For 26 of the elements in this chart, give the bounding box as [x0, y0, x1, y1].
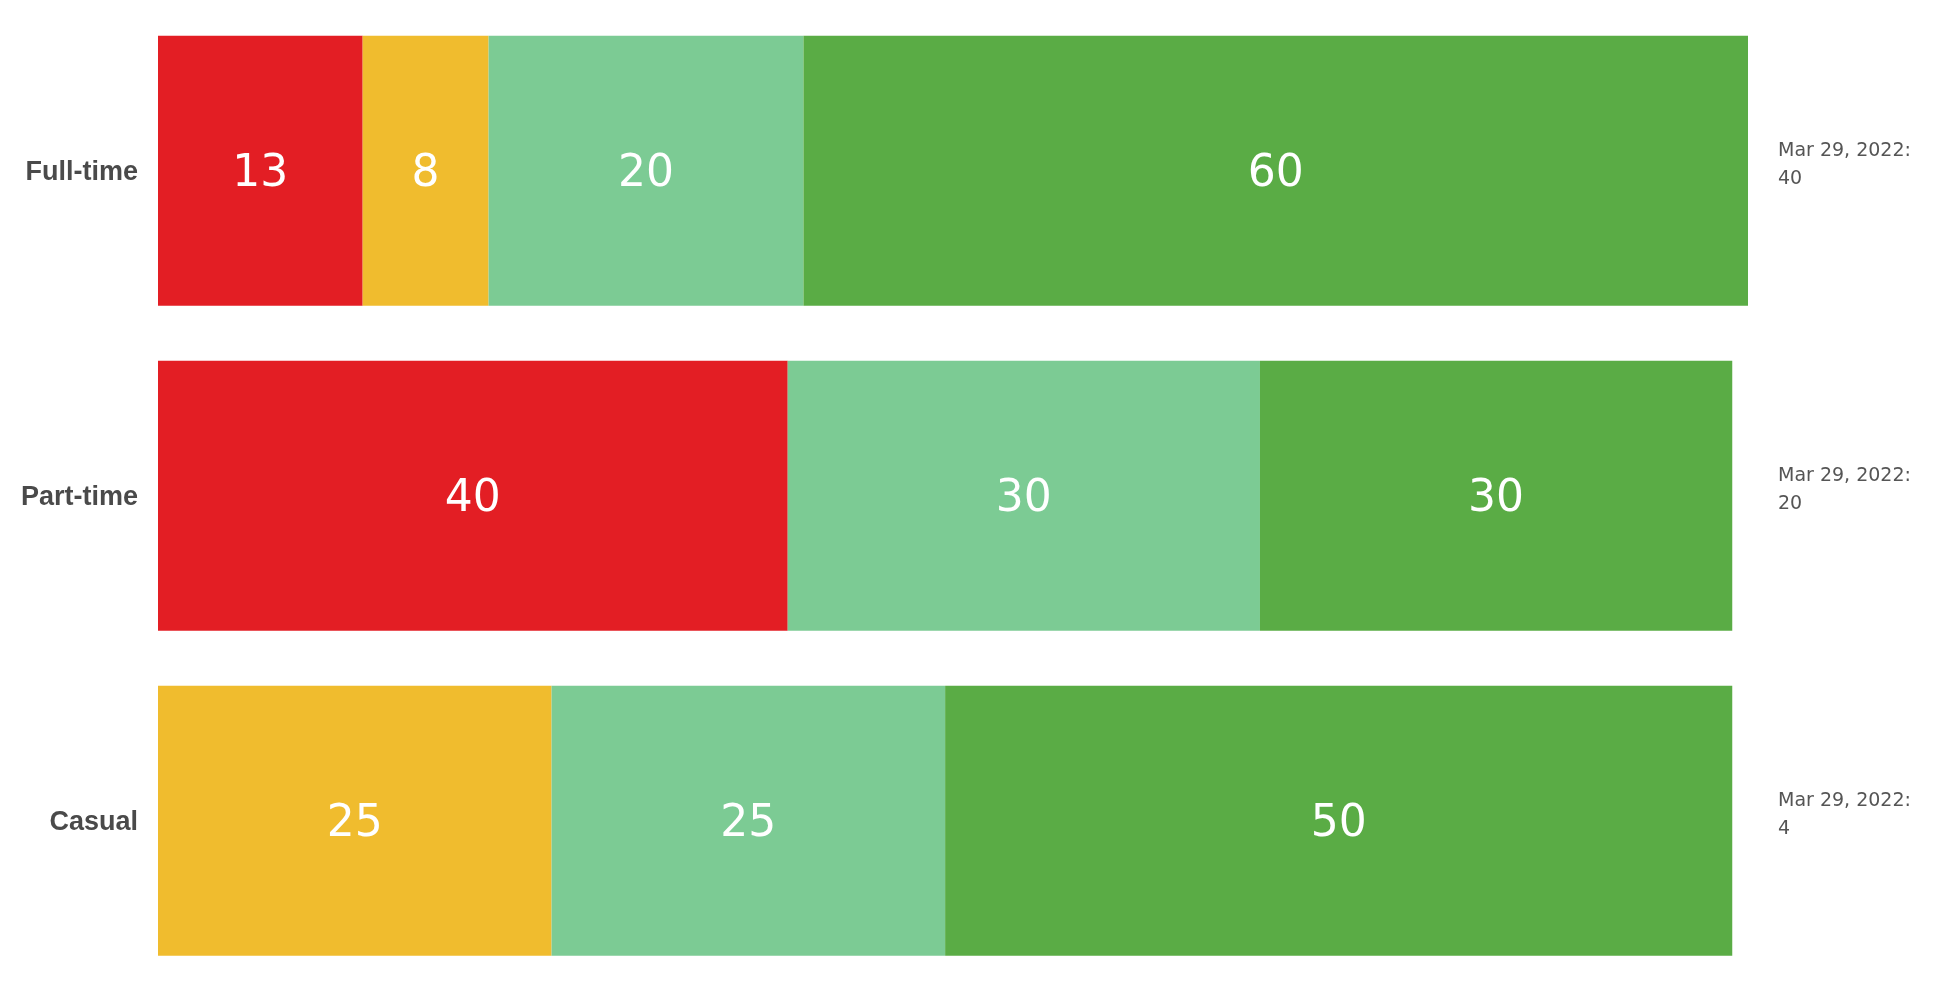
y-tick-label: Full-time [25, 156, 138, 187]
bar [158, 360, 788, 631]
data-label: 30 [1468, 470, 1525, 522]
bar [945, 685, 1733, 956]
bar [551, 685, 946, 956]
bar [158, 35, 363, 306]
data-label: 25 [326, 795, 383, 847]
data-label: 30 [995, 470, 1052, 522]
data-label: 25 [720, 795, 777, 847]
bar [362, 35, 489, 306]
data-label: 50 [1310, 795, 1367, 847]
text: Mar 29, 2022: 40 [1778, 136, 1912, 190]
data-label: 40 [444, 470, 501, 522]
data-label: 13 [232, 145, 289, 197]
bar [158, 685, 552, 956]
bar [1259, 360, 1733, 631]
data-label: 20 [618, 145, 675, 197]
data-label: 60 [1247, 145, 1304, 197]
text: Mar 29, 2022: 20 [1778, 461, 1912, 515]
data-label: 8 [411, 145, 440, 197]
bar [803, 35, 1748, 306]
text: Mar 29, 2022: 4 [1778, 786, 1912, 840]
y-tick-label: Part-time [20, 481, 138, 512]
bar [787, 360, 1260, 631]
bar [488, 35, 804, 306]
y-tick-label: Casual [49, 806, 138, 837]
